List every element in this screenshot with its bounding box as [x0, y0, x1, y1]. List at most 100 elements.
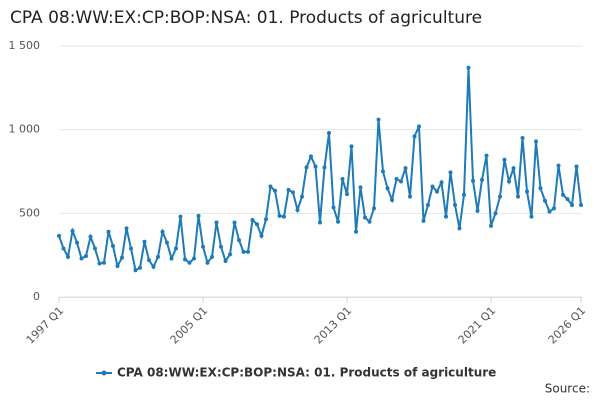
data-point: [529, 214, 534, 219]
data-point: [534, 139, 538, 144]
data-point: [367, 219, 372, 224]
data-point: [547, 209, 552, 214]
y-tick-label: 1 500: [9, 39, 41, 52]
data-point: [246, 249, 250, 254]
data-point: [502, 157, 507, 162]
data-point: [66, 254, 70, 259]
x-tick-label: 2021 Q1: [456, 304, 499, 347]
legend-marker: [101, 370, 107, 376]
series-line: [58, 67, 582, 272]
data-point: [192, 256, 196, 261]
y-tick-label: 500: [19, 206, 40, 219]
data-point: [318, 220, 322, 225]
x-tick-label: 1997 Q1: [24, 304, 67, 347]
data-point: [237, 238, 241, 243]
data-point: [255, 222, 259, 227]
data-point: [196, 213, 201, 218]
data-point: [228, 252, 232, 257]
data-point: [363, 215, 367, 220]
data-point: [408, 194, 412, 199]
data-point: [277, 213, 282, 218]
data-point: [219, 244, 223, 249]
x-tick-label: 2026 Q1: [546, 304, 589, 347]
data-point: [61, 246, 66, 251]
y-tick-label: 0: [33, 290, 40, 303]
data-point: [516, 194, 520, 199]
x-tick-label: 2013 Q1: [312, 304, 355, 347]
data-point: [520, 136, 525, 141]
data-point: [444, 214, 448, 219]
data-point: [579, 202, 583, 207]
data-point: [151, 264, 156, 269]
data-point: [381, 169, 385, 174]
data-point: [264, 217, 268, 222]
data-point: [439, 180, 444, 185]
data-point: [399, 179, 403, 184]
data-point: [493, 211, 498, 216]
data-point: [570, 202, 574, 207]
data-point: [147, 258, 151, 263]
data-point: [435, 189, 439, 194]
data-point: [453, 202, 457, 207]
chart-title: CPA 08:WW:EX:CP:BOP:NSA: 01. Products of…: [10, 8, 482, 28]
data-point: [106, 229, 111, 234]
data-point: [322, 165, 327, 170]
data-point: [525, 189, 529, 194]
data-point: [133, 268, 138, 273]
data-point: [241, 249, 246, 254]
data-point: [124, 226, 129, 231]
y-tick-label: 1 000: [9, 123, 41, 136]
data-point: [430, 184, 435, 189]
data-point: [102, 260, 106, 265]
data-point: [385, 186, 390, 191]
data-point: [205, 260, 210, 265]
data-point: [111, 243, 115, 248]
data-point: [372, 206, 376, 211]
data-point: [165, 240, 169, 245]
data-point: [345, 192, 349, 197]
data-point: [79, 256, 84, 261]
data-point: [394, 177, 399, 182]
data-point: [169, 256, 174, 261]
data-point: [300, 194, 304, 199]
source: Source:: [545, 382, 590, 396]
data-point: [304, 165, 309, 170]
data-point: [354, 229, 358, 234]
data-point: [156, 254, 160, 259]
data-point: [97, 261, 102, 266]
data-point: [412, 134, 417, 139]
data-point: [480, 177, 484, 182]
data-point: [484, 153, 489, 158]
data-point: [565, 197, 570, 202]
data-point: [268, 184, 273, 189]
data-point: [138, 265, 142, 270]
data-point: [358, 185, 363, 190]
data-point: [273, 188, 277, 193]
data-point: [421, 218, 426, 223]
data-point: [336, 219, 340, 224]
data-point: [574, 164, 579, 169]
data-point: [327, 131, 331, 136]
data-point: [471, 178, 475, 183]
data-point: [187, 260, 192, 265]
data-point: [417, 124, 421, 129]
data-point: [214, 220, 219, 225]
data-point: [426, 202, 430, 207]
data-point: [142, 239, 147, 244]
data-point: [250, 218, 255, 223]
data-point: [174, 246, 178, 251]
data-point: [331, 205, 336, 210]
data-point: [129, 246, 133, 251]
data-point: [552, 206, 556, 211]
data-point: [390, 197, 394, 202]
data-point: [295, 207, 300, 212]
data-point: [291, 190, 295, 195]
data-point: [448, 170, 453, 175]
data-point: [84, 254, 88, 259]
data-point: [403, 166, 408, 171]
data-point: [498, 194, 502, 199]
data-point: [309, 154, 313, 159]
data-point: [507, 179, 511, 184]
data-point: [538, 186, 543, 191]
data-point: [475, 208, 480, 213]
